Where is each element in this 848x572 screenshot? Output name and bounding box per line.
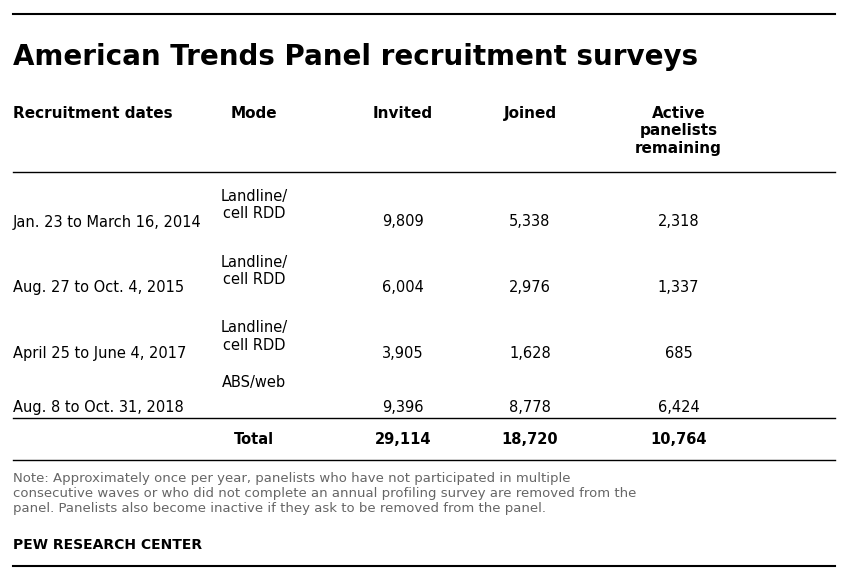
Text: 10,764: 10,764 [650,432,706,447]
Text: April 25 to June 4, 2017: April 25 to June 4, 2017 [13,346,186,361]
Text: Invited: Invited [373,106,432,121]
Text: Aug. 27 to Oct. 4, 2015: Aug. 27 to Oct. 4, 2015 [13,280,184,295]
Text: 6,004: 6,004 [382,280,424,295]
Text: 8,778: 8,778 [509,400,551,415]
Text: Joined: Joined [504,106,556,121]
Text: Recruitment dates: Recruitment dates [13,106,172,121]
Text: 685: 685 [665,346,692,361]
Text: Active
panelists
remaining: Active panelists remaining [635,106,722,156]
Text: Aug. 8 to Oct. 31, 2018: Aug. 8 to Oct. 31, 2018 [13,400,183,415]
Text: 9,809: 9,809 [382,214,424,229]
Text: Landline/
cell RDD: Landline/ cell RDD [220,189,288,221]
Text: Landline/
cell RDD: Landline/ cell RDD [220,255,288,287]
Text: Mode: Mode [232,106,277,121]
Text: 1,337: 1,337 [658,280,699,295]
Text: 9,396: 9,396 [382,400,423,415]
Text: 5,338: 5,338 [510,214,550,229]
Text: 2,318: 2,318 [657,214,700,229]
Text: Note: Approximately once per year, panelists who have not participated in multip: Note: Approximately once per year, panel… [13,472,636,515]
Text: 1,628: 1,628 [509,346,551,361]
Text: 6,424: 6,424 [657,400,700,415]
Text: 18,720: 18,720 [502,432,558,447]
Text: 2,976: 2,976 [509,280,551,295]
Text: Jan. 23 to March 16, 2014: Jan. 23 to March 16, 2014 [13,214,202,229]
Text: 29,114: 29,114 [375,432,431,447]
Text: ABS/web: ABS/web [222,375,287,390]
Text: American Trends Panel recruitment surveys: American Trends Panel recruitment survey… [13,43,698,71]
Text: Total: Total [234,432,275,447]
Text: Landline/
cell RDD: Landline/ cell RDD [220,320,288,353]
Text: 3,905: 3,905 [382,346,424,361]
Text: PEW RESEARCH CENTER: PEW RESEARCH CENTER [13,538,202,551]
